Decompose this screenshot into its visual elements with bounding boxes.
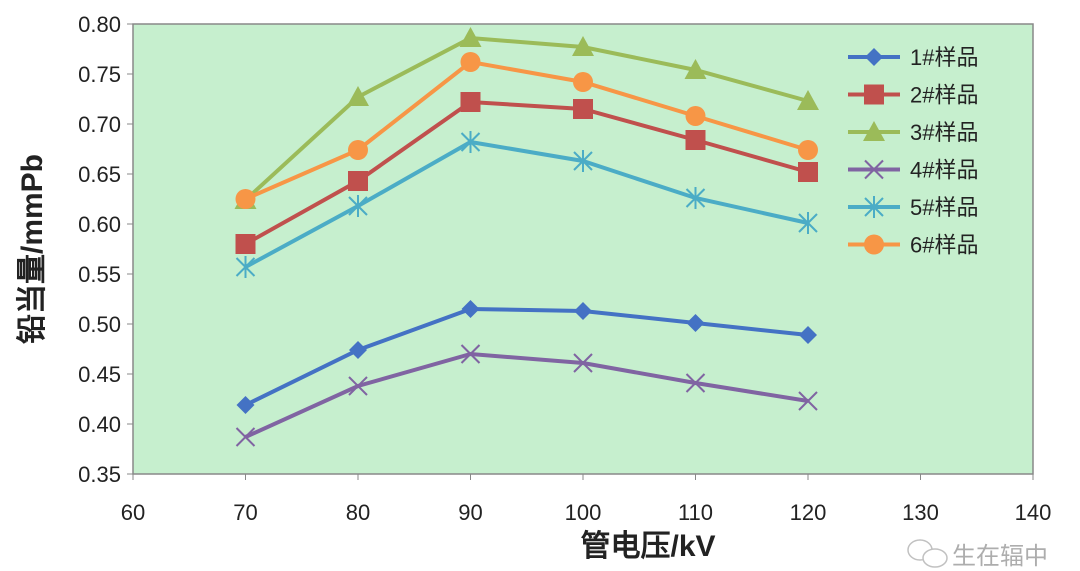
star-marker <box>573 150 593 172</box>
circle-marker <box>798 140 818 160</box>
diamond-marker <box>349 341 367 359</box>
x-marker <box>235 427 256 447</box>
x-tick-label: 90 <box>458 500 482 525</box>
x-marker <box>573 353 593 373</box>
y-tick-label: 0.35 <box>78 462 121 487</box>
circle-marker <box>348 140 368 160</box>
x-marker <box>798 391 818 411</box>
x-tick-label: 60 <box>121 500 145 525</box>
square-marker <box>798 162 818 182</box>
star-marker <box>798 212 818 234</box>
square-marker <box>685 130 706 150</box>
legend-label: 4#样品 <box>910 158 978 183</box>
square-marker <box>460 92 481 112</box>
x-tick-label: 120 <box>790 500 827 525</box>
y-tick-label: 0.80 <box>78 12 121 37</box>
triangle-marker <box>459 27 482 47</box>
legend-item: 3#样品 <box>848 120 978 145</box>
triangle-marker <box>797 90 819 110</box>
square-marker <box>348 171 368 191</box>
legend-label: 3#样品 <box>910 120 978 145</box>
triangle-marker <box>684 59 707 79</box>
circle-marker <box>864 234 884 255</box>
square-marker <box>573 99 593 119</box>
series-2 <box>235 92 818 254</box>
x-tick-label: 100 <box>565 500 602 525</box>
series-4 <box>235 344 818 447</box>
series-6 <box>235 52 818 209</box>
legend-item: 5#样品 <box>848 195 978 220</box>
y-tick-label: 0.50 <box>78 312 121 337</box>
y-tick-label: 0.70 <box>78 112 121 137</box>
watermark-text: 生在辐中 <box>952 543 1048 570</box>
y-tick-label: 0.55 <box>78 262 121 287</box>
x-marker <box>348 376 368 396</box>
x-marker <box>864 159 884 180</box>
triangle-marker <box>347 86 369 106</box>
square-marker <box>235 234 256 254</box>
x-axis-label: 管电压/kV <box>580 530 715 563</box>
x-marker <box>685 373 706 393</box>
series-1 <box>236 300 817 414</box>
legend-item: 4#样品 <box>848 158 978 183</box>
legend-item: 1#样品 <box>848 45 978 70</box>
legend-item: 6#样品 <box>848 233 978 258</box>
legend-item: 2#样品 <box>848 83 978 108</box>
y-tick-label: 0.65 <box>78 162 121 187</box>
series-line <box>244 35 809 202</box>
diamond-marker <box>865 48 883 66</box>
diamond-marker <box>686 314 705 332</box>
x-tick-label: 70 <box>233 500 257 525</box>
diamond-marker <box>799 326 817 344</box>
y-tick-label: 0.40 <box>78 412 121 437</box>
diamond-marker <box>461 300 480 318</box>
legend-label: 2#样品 <box>910 83 978 108</box>
legend-label: 1#样品 <box>910 45 978 70</box>
series-line <box>244 306 809 407</box>
triangle-marker <box>863 121 885 141</box>
star-marker <box>348 195 368 217</box>
star-marker <box>685 187 706 209</box>
x-tick-label: 140 <box>1015 500 1052 525</box>
square-marker <box>864 84 884 105</box>
x-tick-label: 80 <box>346 500 370 525</box>
y-tick-label: 0.45 <box>78 362 121 387</box>
legend-label: 6#样品 <box>910 233 978 258</box>
watermark: 生在辐中 <box>907 539 1048 570</box>
y-axis-label: 铅当量/mmPb <box>16 154 49 344</box>
star-marker <box>864 196 884 218</box>
y-tick-label: 0.75 <box>78 62 121 87</box>
series-line <box>244 139 809 269</box>
diamond-marker <box>574 302 592 320</box>
circle-marker <box>235 189 256 209</box>
star-marker <box>235 256 256 278</box>
series-5 <box>235 131 818 278</box>
x-marker <box>460 344 481 364</box>
triangle-marker <box>572 36 594 56</box>
x-tick-label: 110 <box>678 500 713 525</box>
circle-marker <box>573 72 593 92</box>
x-tick-label: 130 <box>902 500 939 525</box>
diamond-marker <box>236 396 255 414</box>
series-line <box>244 99 809 246</box>
series-line <box>244 351 809 439</box>
circle-marker <box>685 106 706 126</box>
y-tick-label: 0.60 <box>78 212 121 237</box>
legend-label: 5#样品 <box>910 195 978 220</box>
star-marker <box>460 131 481 153</box>
series-line <box>244 59 809 201</box>
circle-marker <box>460 52 481 72</box>
